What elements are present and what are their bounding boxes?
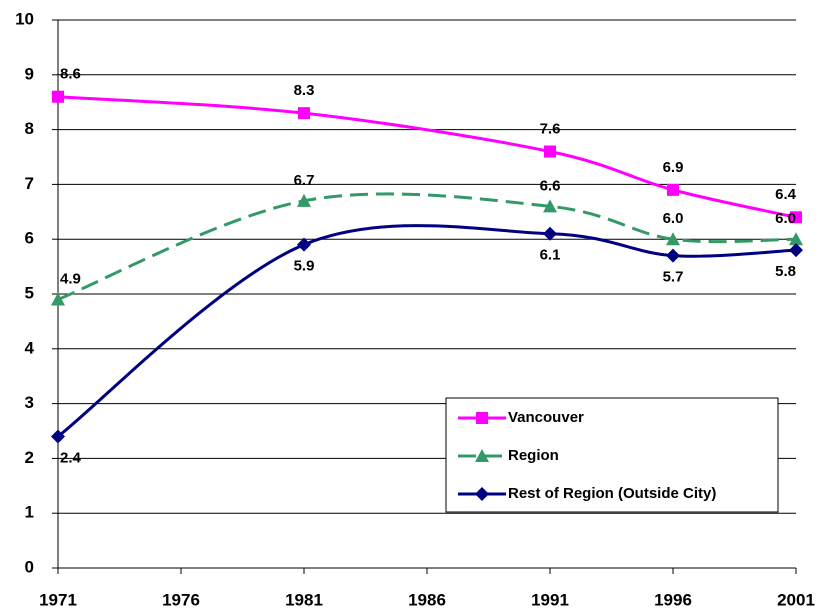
series-line xyxy=(57,95,797,219)
y-tick-label: 7 xyxy=(25,174,34,193)
legend-marker xyxy=(475,487,489,501)
legend-label: Region xyxy=(508,447,559,464)
data-label: 4.9 xyxy=(60,270,81,287)
y-tick-label: 9 xyxy=(25,64,34,83)
series-line xyxy=(57,224,797,438)
data-label: 6.0 xyxy=(775,210,796,227)
marker xyxy=(298,107,310,120)
marker xyxy=(666,232,680,246)
marker xyxy=(667,183,679,196)
x-tick-label: 1971 xyxy=(39,590,77,609)
data-label: 6.4 xyxy=(775,186,797,203)
y-tick-label: 1 xyxy=(25,503,34,522)
x-tick-label: 2001 xyxy=(777,590,815,609)
marker xyxy=(789,232,803,246)
marker xyxy=(789,243,803,258)
y-tick-label: 4 xyxy=(25,338,35,357)
data-label: 5.8 xyxy=(775,263,796,280)
data-label: 8.3 xyxy=(294,82,315,99)
marker xyxy=(544,145,556,158)
data-label: 8.6 xyxy=(60,66,81,83)
data-label: 6.6 xyxy=(540,177,561,194)
data-label: 5.7 xyxy=(663,269,684,286)
data-label: 5.9 xyxy=(294,258,315,275)
x-tick-label: 1996 xyxy=(654,590,692,609)
marker xyxy=(52,90,64,103)
x-tick-label: 1976 xyxy=(162,590,200,609)
x-tick-label: 1981 xyxy=(285,590,323,609)
y-tick-label: 2 xyxy=(25,448,34,467)
legend-label: Rest of Region (Outside City) xyxy=(508,485,716,502)
marker xyxy=(790,211,802,224)
data-label: 7.6 xyxy=(540,120,561,137)
marker xyxy=(297,237,311,252)
legend-marker xyxy=(476,412,488,424)
marker xyxy=(297,193,311,207)
y-tick-label: 3 xyxy=(25,393,34,412)
data-label: 6.9 xyxy=(663,159,684,176)
legend: Vancouver Region Rest of Region (Outside C… xyxy=(445,397,779,513)
y-tick-label: 8 xyxy=(25,119,34,138)
y-tick-label: 0 xyxy=(25,557,34,576)
marker xyxy=(51,292,65,306)
y-tick-label: 5 xyxy=(25,283,34,302)
series-line xyxy=(57,192,797,301)
marker xyxy=(543,199,557,213)
data-label: 6.1 xyxy=(540,247,561,264)
legend-label: Vancouver xyxy=(508,409,584,426)
marker xyxy=(666,248,680,263)
marker xyxy=(51,429,65,444)
y-tick-label: 10 xyxy=(15,9,34,28)
data-label: 2.4 xyxy=(60,449,82,466)
legend-marker xyxy=(475,449,489,462)
marker xyxy=(543,226,557,241)
x-tick-label: 1991 xyxy=(531,590,569,609)
data-label: 6.7 xyxy=(294,172,315,189)
x-tick-label: 1986 xyxy=(408,590,446,609)
data-label: 6.0 xyxy=(663,210,684,227)
y-tick-label: 6 xyxy=(25,229,34,248)
